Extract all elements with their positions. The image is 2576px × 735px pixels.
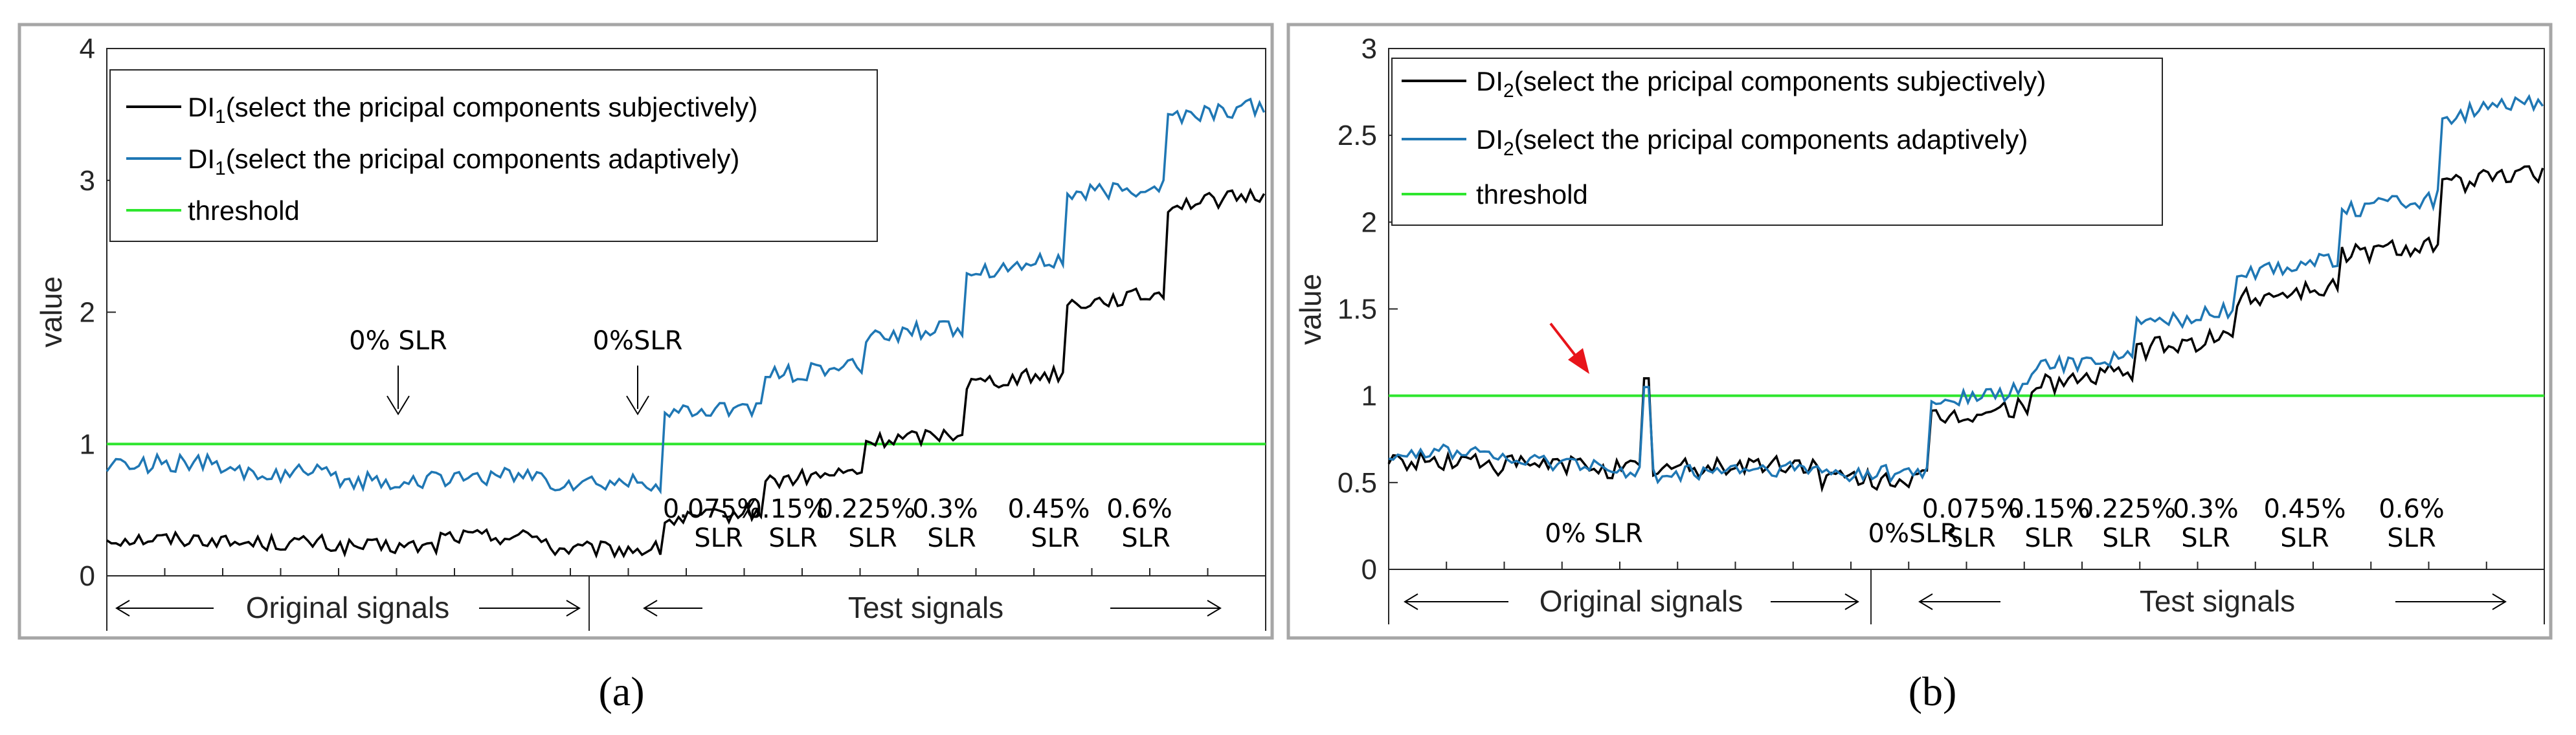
panel-b: 0 0.5 1 1.5 2 2.5 3 DI2(select the pricipal co… <box>1286 23 2553 714</box>
arrow-down-icon <box>386 366 410 415</box>
caption-b: (b) <box>1909 668 1957 714</box>
segment-label-top: 0.225% <box>2078 494 2177 524</box>
legend-a-entry-2: DI1(select the pricipal components adapt… <box>188 144 739 179</box>
annotation-b-0slr-2: 0%SLR <box>1868 519 1958 549</box>
arrow-right-icon <box>479 600 581 617</box>
range-label-original-a: Original signals <box>246 591 449 624</box>
ytick-label: 1 <box>1361 380 1377 412</box>
ytick-label: 2 <box>1361 206 1377 238</box>
arrow-right-icon <box>2395 593 2507 610</box>
segment-label-top: 0.45% <box>2263 494 2346 524</box>
caption-a: (a) <box>598 668 644 714</box>
segment-label-top: 0.6% <box>2379 494 2445 524</box>
annotation-b-0slr-1: 0% SLR <box>1545 519 1643 549</box>
arrow-left-icon <box>115 600 214 617</box>
annotation-a-0slr-2: 0%SLR <box>593 326 683 356</box>
range-label-test-a: Test signals <box>848 591 1003 624</box>
segment-label-bottom: SLR <box>848 523 897 553</box>
segment-label-bottom: SLR <box>2024 523 2073 553</box>
segment-label-bottom: SLR <box>1121 523 1170 553</box>
segment-label-top: 0.6% <box>1106 494 1172 524</box>
segment-label-bottom: SLR <box>2181 523 2230 553</box>
ytick-label: 0.5 <box>1338 467 1377 499</box>
red-arrow-icon <box>1549 322 1589 374</box>
segment-label-bottom: SLR <box>1947 523 1995 553</box>
series-b-subjective <box>1387 165 2544 493</box>
segment-label-bottom: SLR <box>927 523 976 553</box>
segment-label-top: 0.075% <box>663 494 762 524</box>
segment-labels-b: 0.075%SLR0.15%SLR0.225%SLR0.3%SLR0.45%SL… <box>1922 494 2445 553</box>
segment-labels-a: 0.075%SLR0.15%SLR0.225%SLR0.3%SLR0.45%SL… <box>663 494 1172 553</box>
range-label-original-b: Original signals <box>1540 584 1743 618</box>
annotation-a-0slr-1: 0% SLR <box>349 326 447 356</box>
arrow-right-icon <box>1771 593 1859 610</box>
legend-a <box>109 69 878 242</box>
segment-label-bottom: SLR <box>2102 523 2151 553</box>
segment-label-top: 0.3% <box>912 494 978 524</box>
ytick-label: 0 <box>80 560 95 592</box>
panel-b-border <box>1286 23 2553 640</box>
legend-b-entry-3: threshold <box>1476 179 1588 210</box>
legend-b-entry-2: DI2(select the pricipal components adapt… <box>1476 124 2028 160</box>
segment-label-bottom: SLR <box>768 523 817 553</box>
ytick-label: 3 <box>80 165 95 197</box>
ytick-label: 1.5 <box>1338 294 1377 325</box>
segment-label-top: 0.45% <box>1007 494 1090 524</box>
segment-label-top: 0.075% <box>1922 494 2021 524</box>
segment-label-top: 0.225% <box>817 494 916 524</box>
panel-a-border <box>17 23 1274 640</box>
series-b-adaptive <box>1388 94 2544 485</box>
segment-label-top: 0.15% <box>745 494 827 524</box>
series-a-subjective <box>106 187 1266 559</box>
ylabel-a: value <box>34 276 68 347</box>
segment-label-bottom: SLR <box>2387 523 2436 553</box>
plot-a-yticks: 0 1 2 3 4 <box>80 33 1209 592</box>
plot-b-yticks: 0 0.5 1 1.5 2 2.5 3 <box>1338 33 2487 586</box>
range-label-test-b: Test signals <box>2140 584 2295 618</box>
segment-label-top: 0.15% <box>2008 494 2090 524</box>
legend-b-entry-1: DI2(select the pricipal components subje… <box>1476 66 2046 102</box>
arrow-left-icon <box>643 600 702 617</box>
arrow-down-icon <box>626 366 649 415</box>
ytick-label: 4 <box>80 33 95 65</box>
range-strip-a: Original signals Test signals <box>106 576 1266 631</box>
legend-a-entry-3: threshold <box>188 195 300 226</box>
ylabel-b: value <box>1294 274 1327 345</box>
arrow-right-icon <box>1110 600 1222 617</box>
arrow-left-icon <box>1404 593 1508 610</box>
series-a-adaptive <box>106 97 1266 495</box>
ytick-label: 3 <box>1361 33 1377 65</box>
ytick-label: 1 <box>80 428 95 460</box>
legend-a-entry-1: DI1(select the pricipal components subje… <box>188 92 757 127</box>
panel-a: 0 1 2 3 4 DI1(select the pricipal components… <box>17 23 1274 714</box>
ytick-label: 0 <box>1361 554 1377 586</box>
range-strip-b: Original signals Test signals <box>1388 569 2545 624</box>
segment-label-top: 0.3% <box>2173 494 2239 524</box>
ytick-label: 2.5 <box>1338 120 1377 151</box>
arrow-left-icon <box>1918 593 2000 610</box>
segment-label-bottom: SLR <box>1031 523 1079 553</box>
legend-b <box>1391 58 2163 226</box>
segment-label-bottom: SLR <box>694 523 743 553</box>
ytick-label: 2 <box>80 297 95 329</box>
segment-label-bottom: SLR <box>2280 523 2329 553</box>
